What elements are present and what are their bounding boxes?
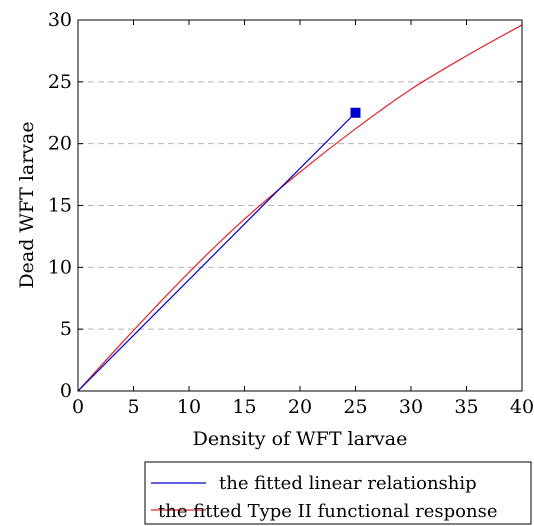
plot-frame bbox=[77, 19, 523, 392]
x-tick-label: 35 bbox=[454, 396, 478, 418]
legend: the fitted linear relationship the fitte… bbox=[144, 461, 532, 525]
y-tick-label: 15 bbox=[48, 195, 72, 217]
x-tick-label: 30 bbox=[399, 396, 423, 418]
series-area bbox=[77, 24, 523, 392]
x-tick-label: 25 bbox=[343, 396, 367, 418]
y-ticks: 0 5 10 15 20 25 30 bbox=[48, 9, 522, 402]
y-tick-label: 30 bbox=[48, 9, 72, 31]
x-ticks: 0 5 10 15 20 25 30 35 40 bbox=[72, 20, 534, 418]
y-tick-label: 0 bbox=[60, 380, 72, 402]
x-axis-label: Density of WFT larvae bbox=[193, 428, 408, 450]
y-tick-label: 20 bbox=[48, 133, 72, 155]
x-tick-label: 20 bbox=[288, 396, 312, 418]
x-tick-label: 15 bbox=[232, 396, 256, 418]
series-point-linear-end bbox=[350, 107, 361, 118]
x-tick-label: 5 bbox=[127, 396, 139, 418]
legend-label-type2: the fitted Type II functional response bbox=[158, 501, 497, 522]
x-tick-label: 40 bbox=[510, 396, 534, 418]
legend-box bbox=[144, 461, 532, 525]
legend-label-linear: the fitted linear relationship bbox=[219, 473, 477, 494]
x-tick-label: 10 bbox=[177, 396, 201, 418]
series-line-type-ii bbox=[77, 24, 523, 392]
series-line-linear bbox=[77, 112, 356, 392]
x-tick-label: 0 bbox=[72, 396, 84, 418]
y-axis-label: Dead WFT larvae bbox=[16, 121, 38, 288]
y-tick-label: 10 bbox=[48, 256, 72, 278]
grid-lines bbox=[78, 81, 522, 330]
y-tick-label: 5 bbox=[60, 318, 72, 340]
y-tick-label: 25 bbox=[48, 71, 72, 93]
